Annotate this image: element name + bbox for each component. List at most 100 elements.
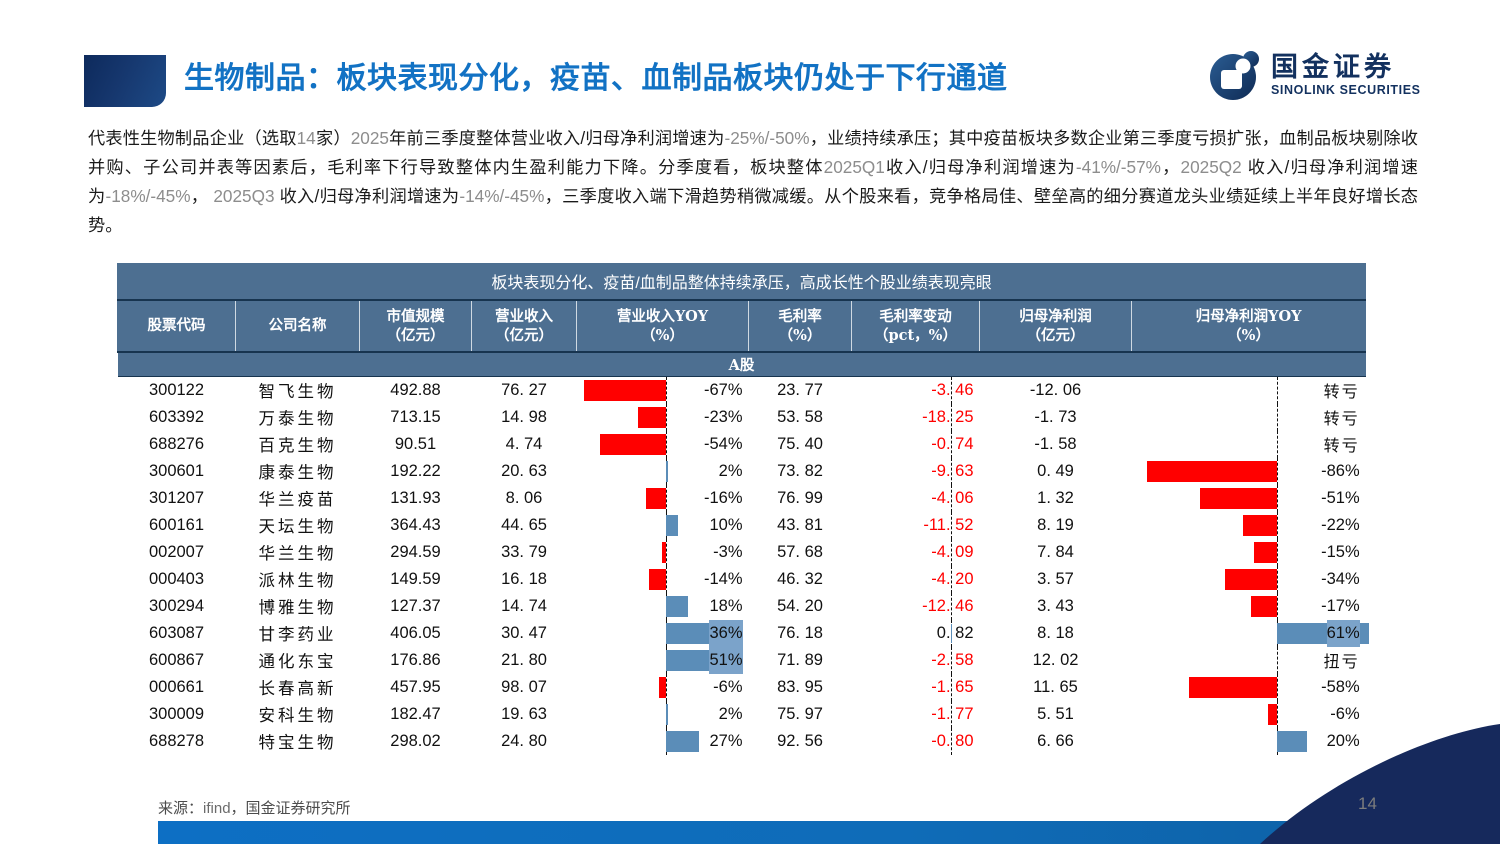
table-row[interactable]: 600867 通化东宝 176.86 21. 80 51% 71. 89 -2. 58 12.… xyxy=(118,646,1366,674)
logo-english-name: SINOLINK SECURITIES xyxy=(1271,83,1421,97)
cell-net-profit-yoy: -17% xyxy=(1132,592,1366,620)
zero-axis-line xyxy=(951,646,953,674)
bar-value-label: 转亏 xyxy=(1323,409,1360,428)
cell-revenue: 44. 65 xyxy=(501,515,547,534)
bar-value-label: 20% xyxy=(1326,731,1360,750)
cell-stock-code: 300122 xyxy=(148,380,205,399)
zero-axis-line xyxy=(1276,673,1278,701)
zero-axis-line xyxy=(1276,430,1278,458)
zero-axis-line xyxy=(951,565,953,593)
cell-revenue: 20. 63 xyxy=(501,461,547,480)
cell-revenue: 33. 79 xyxy=(501,542,547,561)
column-header-line2: （%） xyxy=(1227,326,1270,344)
summary-seg-5: 收入/归母净利润增速为 xyxy=(884,157,1076,177)
source-note: 来源：ifind，国金证券研究所 xyxy=(158,797,351,818)
positive-bar xyxy=(665,622,711,644)
source-database: ifind xyxy=(203,800,231,817)
table-row[interactable]: 603392 万泰生物 713.15 14. 98 -23% 53. 58 -18. 25 -… xyxy=(118,403,1366,431)
bar-value-label: -3. 46 xyxy=(931,380,974,399)
cell-net-profit: 5. 51 xyxy=(1037,704,1074,723)
zero-axis-line xyxy=(951,484,953,512)
bar-value-label: -12. 46 xyxy=(922,596,974,615)
table-row[interactable]: 688276 百克生物 90.51 4. 74 -54% 75. 40 -0. 74 -1. … xyxy=(118,430,1366,458)
zero-axis-line xyxy=(1276,484,1278,512)
cell-company-name: 安科生物 xyxy=(258,706,337,725)
cell-stock-code: 600867 xyxy=(148,650,205,669)
cell-gross-margin: 76. 99 xyxy=(777,488,823,507)
cell-gross-margin-change: -9. 63 xyxy=(852,457,980,485)
cell-net-profit-yoy: -22% xyxy=(1132,511,1366,539)
cell-gross-margin: 71. 89 xyxy=(777,650,823,669)
cell-market-cap: 406.05 xyxy=(390,623,441,642)
cell-net-profit: 6. 66 xyxy=(1037,731,1074,750)
table-row[interactable]: 000661 长春高新 457.95 98. 07 -6% 83. 95 -1. 65 11.… xyxy=(118,673,1366,701)
cell-revenue: 14. 98 xyxy=(501,407,547,426)
cell-stock-code: 603392 xyxy=(148,407,205,426)
table-row[interactable]: 300294 博雅生物 127.37 14. 74 18% 54. 20 -12. 46 3.… xyxy=(118,592,1366,620)
summary-num-3: -25%/-50% xyxy=(724,128,810,148)
cell-gross-margin-change: -1. 77 xyxy=(852,700,980,728)
cell-revenue: 24. 80 xyxy=(501,731,547,750)
zero-axis-line xyxy=(951,430,953,458)
bar-value-label: 10% xyxy=(709,515,743,534)
bar-value-label: 2% xyxy=(718,704,743,723)
cell-revenue: 8. 06 xyxy=(505,488,543,507)
cell-company-name: 智飞生物 xyxy=(258,382,337,402)
bar-value-label: -34% xyxy=(1321,569,1360,588)
cell-company-name: 通化东宝 xyxy=(258,652,337,671)
table-row[interactable]: 300122 智飞生物 492.88 76. 27 -67% 23. 77 -3. 46 -1… xyxy=(118,377,1366,404)
cell-gross-margin: 23. 77 xyxy=(777,380,823,399)
positive-bar xyxy=(665,703,669,725)
table-row[interactable]: 301207 华兰疫苗 131.93 8. 06 -16% 76. 99 -4. 06 1. … xyxy=(118,484,1366,512)
cell-stock-code: 300009 xyxy=(148,704,205,723)
zero-axis-line xyxy=(665,565,667,593)
cell-gross-margin: 53. 58 xyxy=(777,407,823,426)
bar-value-label: -6% xyxy=(1330,704,1360,723)
cell-net-profit: 11. 65 xyxy=(1033,677,1078,696)
cell-revenue-yoy: 36% xyxy=(577,619,749,647)
cell-revenue-yoy: 10% xyxy=(577,511,749,539)
negative-bar xyxy=(599,433,666,455)
bar-value-label: -9. 63 xyxy=(931,461,974,480)
table-row[interactable]: 002007 华兰生物 294.59 33. 79 -3% 57. 68 -4. 09 7. … xyxy=(118,538,1366,566)
cell-net-profit: 3. 57 xyxy=(1037,569,1074,588)
table-row[interactable]: 000403 派林生物 149.59 16. 18 -14% 46. 32 -4. 20 3.… xyxy=(118,565,1366,593)
table-row[interactable]: 300601 康泰生物 192.22 20. 63 2% 73. 82 -9. 63 0. 4… xyxy=(118,457,1366,485)
bar-value-label: -3% xyxy=(713,542,743,561)
zero-axis-line xyxy=(1276,700,1278,728)
zero-axis-line xyxy=(951,700,953,728)
table-row[interactable]: 600161 天坛生物 364.43 44. 65 10% 43. 81 -11. 52 8.… xyxy=(118,511,1366,539)
table-row[interactable]: 688278 特宝生物 298.02 24. 80 27% 92. 56 -0. 80 6. … xyxy=(118,727,1366,755)
cell-company-name: 博雅生物 xyxy=(258,598,337,617)
table-row[interactable]: 300009 安科生物 182.47 19. 63 2% 75. 97 -1. 77 5. 5… xyxy=(118,700,1366,728)
cell-net-profit-yoy: -51% xyxy=(1132,484,1366,512)
negative-bar xyxy=(1243,514,1277,536)
cell-gross-margin-change: -12. 46 xyxy=(852,592,980,620)
negative-bar xyxy=(1251,595,1277,617)
cell-gross-margin-change: -4. 20 xyxy=(852,565,980,593)
cell-net-profit: 7. 84 xyxy=(1037,542,1074,561)
negative-bar xyxy=(646,487,666,509)
bar-value-label: 扭亏 xyxy=(1323,652,1360,671)
bar-value-label: 0. 82 xyxy=(936,623,974,642)
title-decoration-badge xyxy=(84,55,166,107)
cell-gross-margin: 57. 68 xyxy=(777,542,823,561)
positive-bar xyxy=(665,730,700,752)
cell-gross-margin-change: -1. 65 xyxy=(852,673,980,701)
zero-axis-line xyxy=(951,673,953,701)
cell-net-profit-yoy: -86% xyxy=(1132,457,1366,485)
cell-net-profit: -1. 58 xyxy=(1034,434,1077,453)
cell-net-profit-yoy: -15% xyxy=(1132,538,1366,566)
cell-company-name: 特宝生物 xyxy=(258,733,337,752)
bar-value-label: -18. 25 xyxy=(922,407,974,426)
page-title: 生物制品：板块表现分化，疫苗、血制品板块仍处于下行通道 xyxy=(184,62,1008,95)
summary-seg-9: 收入/归母净利润增速为 xyxy=(274,186,460,206)
cell-net-profit-yoy: -6% xyxy=(1132,700,1366,728)
cell-stock-code: 603087 xyxy=(148,623,205,642)
table-row[interactable]: 603087 甘李药业 406.05 30. 47 36% 76. 18 0. 82 8. 1… xyxy=(118,619,1369,647)
bar-value-label: -4. 06 xyxy=(931,488,974,507)
column-header-line2: （%） xyxy=(641,326,684,344)
source-suffix: ，国金证券研究所 xyxy=(230,800,351,817)
cell-net-profit-yoy: 20% xyxy=(1132,727,1366,755)
summary-seg-6: ， xyxy=(1160,157,1181,177)
